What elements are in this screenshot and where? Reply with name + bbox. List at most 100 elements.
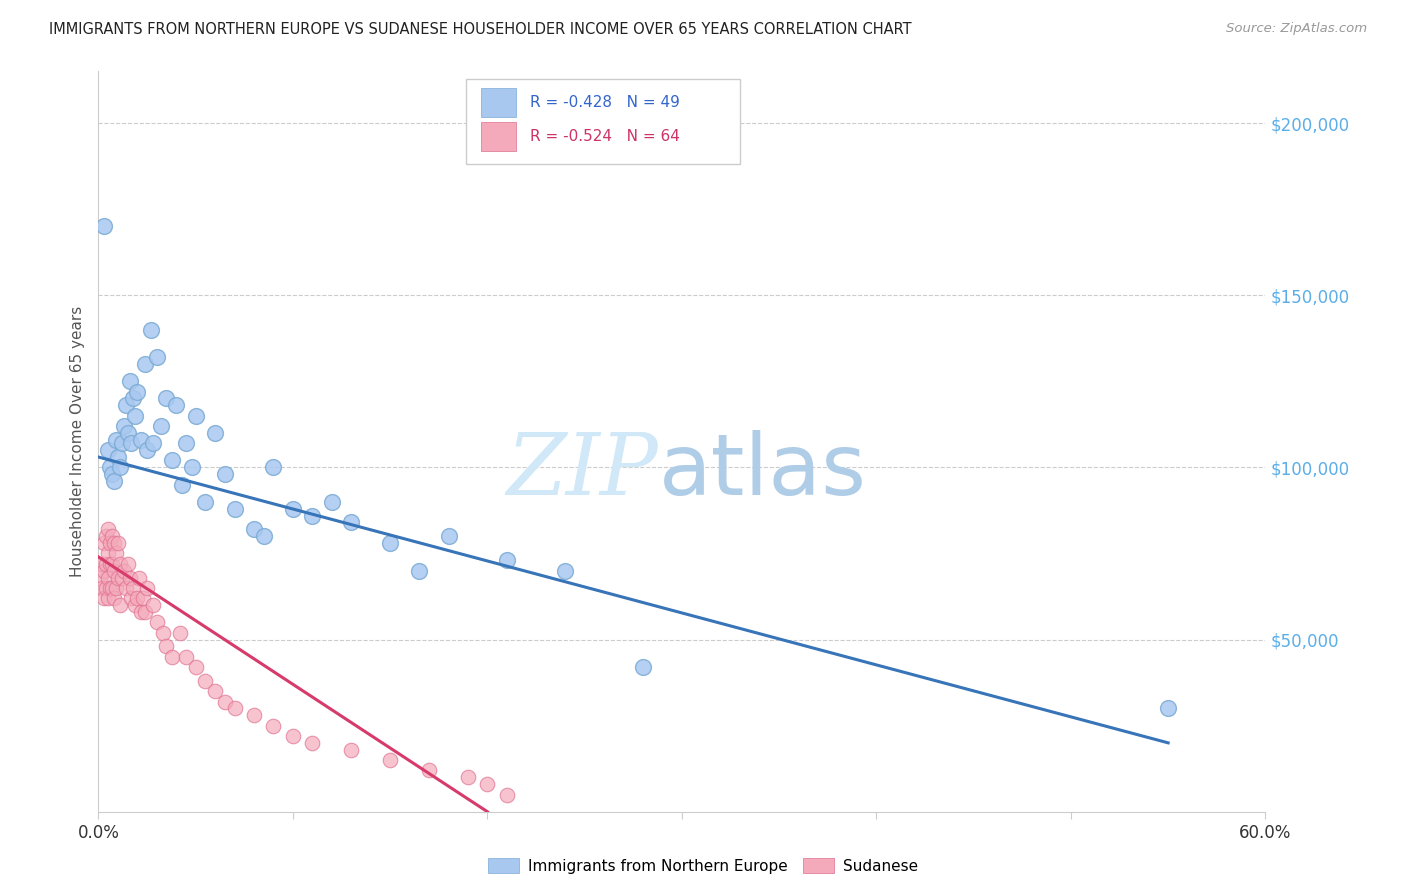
Point [496, 788, 519, 802]
Point [165, 398, 187, 412]
Point [107, 536, 129, 550]
Point [103, 591, 125, 606]
Text: IMMIGRANTS FROM NORTHERN EUROPE VS SUDANESE HOUSEHOLDER INCOME OVER 65 YEARS COR: IMMIGRANTS FROM NORTHERN EUROPE VS SUDAN… [49, 22, 912, 37]
Point [321, 495, 343, 509]
Point [97, 591, 120, 606]
Point [262, 718, 284, 732]
Point [107, 450, 129, 464]
Point [214, 467, 236, 482]
Point [149, 419, 172, 434]
Point [340, 516, 363, 530]
Point [103, 474, 125, 488]
Point [132, 591, 155, 606]
Point [224, 501, 246, 516]
Point [136, 443, 159, 458]
Point [108, 460, 131, 475]
Point [128, 570, 150, 584]
Point [97, 443, 120, 458]
Point [121, 436, 143, 450]
Point [118, 374, 141, 388]
Point [155, 392, 177, 406]
Point [127, 384, 149, 399]
Point [91, 581, 114, 595]
Point [408, 564, 430, 578]
Point [103, 536, 125, 550]
Point [184, 409, 207, 423]
Point [104, 546, 127, 560]
Point [98, 557, 121, 571]
Point [97, 546, 120, 560]
Point [170, 477, 193, 491]
Point [301, 508, 323, 523]
Point [101, 581, 124, 595]
Point [380, 753, 402, 767]
Point [1157, 701, 1180, 715]
Point [204, 425, 226, 440]
Point [142, 436, 165, 450]
Point [152, 625, 174, 640]
Point [98, 460, 121, 475]
Point [101, 557, 124, 571]
Point [124, 409, 146, 423]
Point [162, 649, 184, 664]
Point [118, 570, 141, 584]
Text: atlas: atlas [658, 430, 866, 513]
Point [134, 605, 156, 619]
Point [243, 708, 266, 723]
Point [496, 553, 519, 567]
Point [243, 522, 266, 536]
FancyBboxPatch shape [481, 122, 516, 151]
Point [108, 598, 131, 612]
Point [93, 536, 115, 550]
Point [103, 564, 125, 578]
Point [98, 536, 121, 550]
Point [281, 729, 304, 743]
Point [457, 770, 479, 784]
Point [180, 460, 202, 475]
Point [204, 684, 226, 698]
Point [224, 701, 246, 715]
Point [97, 570, 120, 584]
Text: ZIP: ZIP [506, 430, 658, 513]
Point [114, 581, 136, 595]
Point [96, 529, 118, 543]
Point [114, 398, 136, 412]
Text: R = -0.428   N = 49: R = -0.428 N = 49 [530, 95, 681, 110]
Point [112, 564, 135, 578]
Point [253, 529, 276, 543]
Point [477, 777, 499, 791]
Point [111, 570, 134, 584]
Point [93, 591, 115, 606]
Point [117, 557, 139, 571]
Point [121, 591, 143, 606]
Point [107, 570, 129, 584]
Point [127, 591, 149, 606]
Point [194, 673, 217, 688]
Point [418, 764, 440, 778]
Point [554, 564, 576, 578]
Point [104, 433, 127, 447]
Point [169, 625, 191, 640]
Point [136, 581, 159, 595]
Point [174, 436, 197, 450]
Point [98, 581, 121, 595]
FancyBboxPatch shape [481, 88, 516, 117]
Point [104, 581, 127, 595]
Point [101, 467, 124, 482]
Point [174, 649, 197, 664]
Point [194, 495, 217, 509]
Text: R = -0.524   N = 64: R = -0.524 N = 64 [530, 129, 681, 144]
Y-axis label: Householder Income Over 65 years: Householder Income Over 65 years [69, 306, 84, 577]
Point [146, 350, 169, 364]
Point [108, 557, 131, 571]
Point [97, 522, 120, 536]
Point [93, 219, 115, 234]
Point [129, 605, 152, 619]
Point [101, 529, 124, 543]
Point [117, 425, 139, 440]
Point [91, 557, 114, 571]
Point [122, 392, 145, 406]
Point [96, 581, 118, 595]
Point [124, 598, 146, 612]
Point [134, 357, 156, 371]
